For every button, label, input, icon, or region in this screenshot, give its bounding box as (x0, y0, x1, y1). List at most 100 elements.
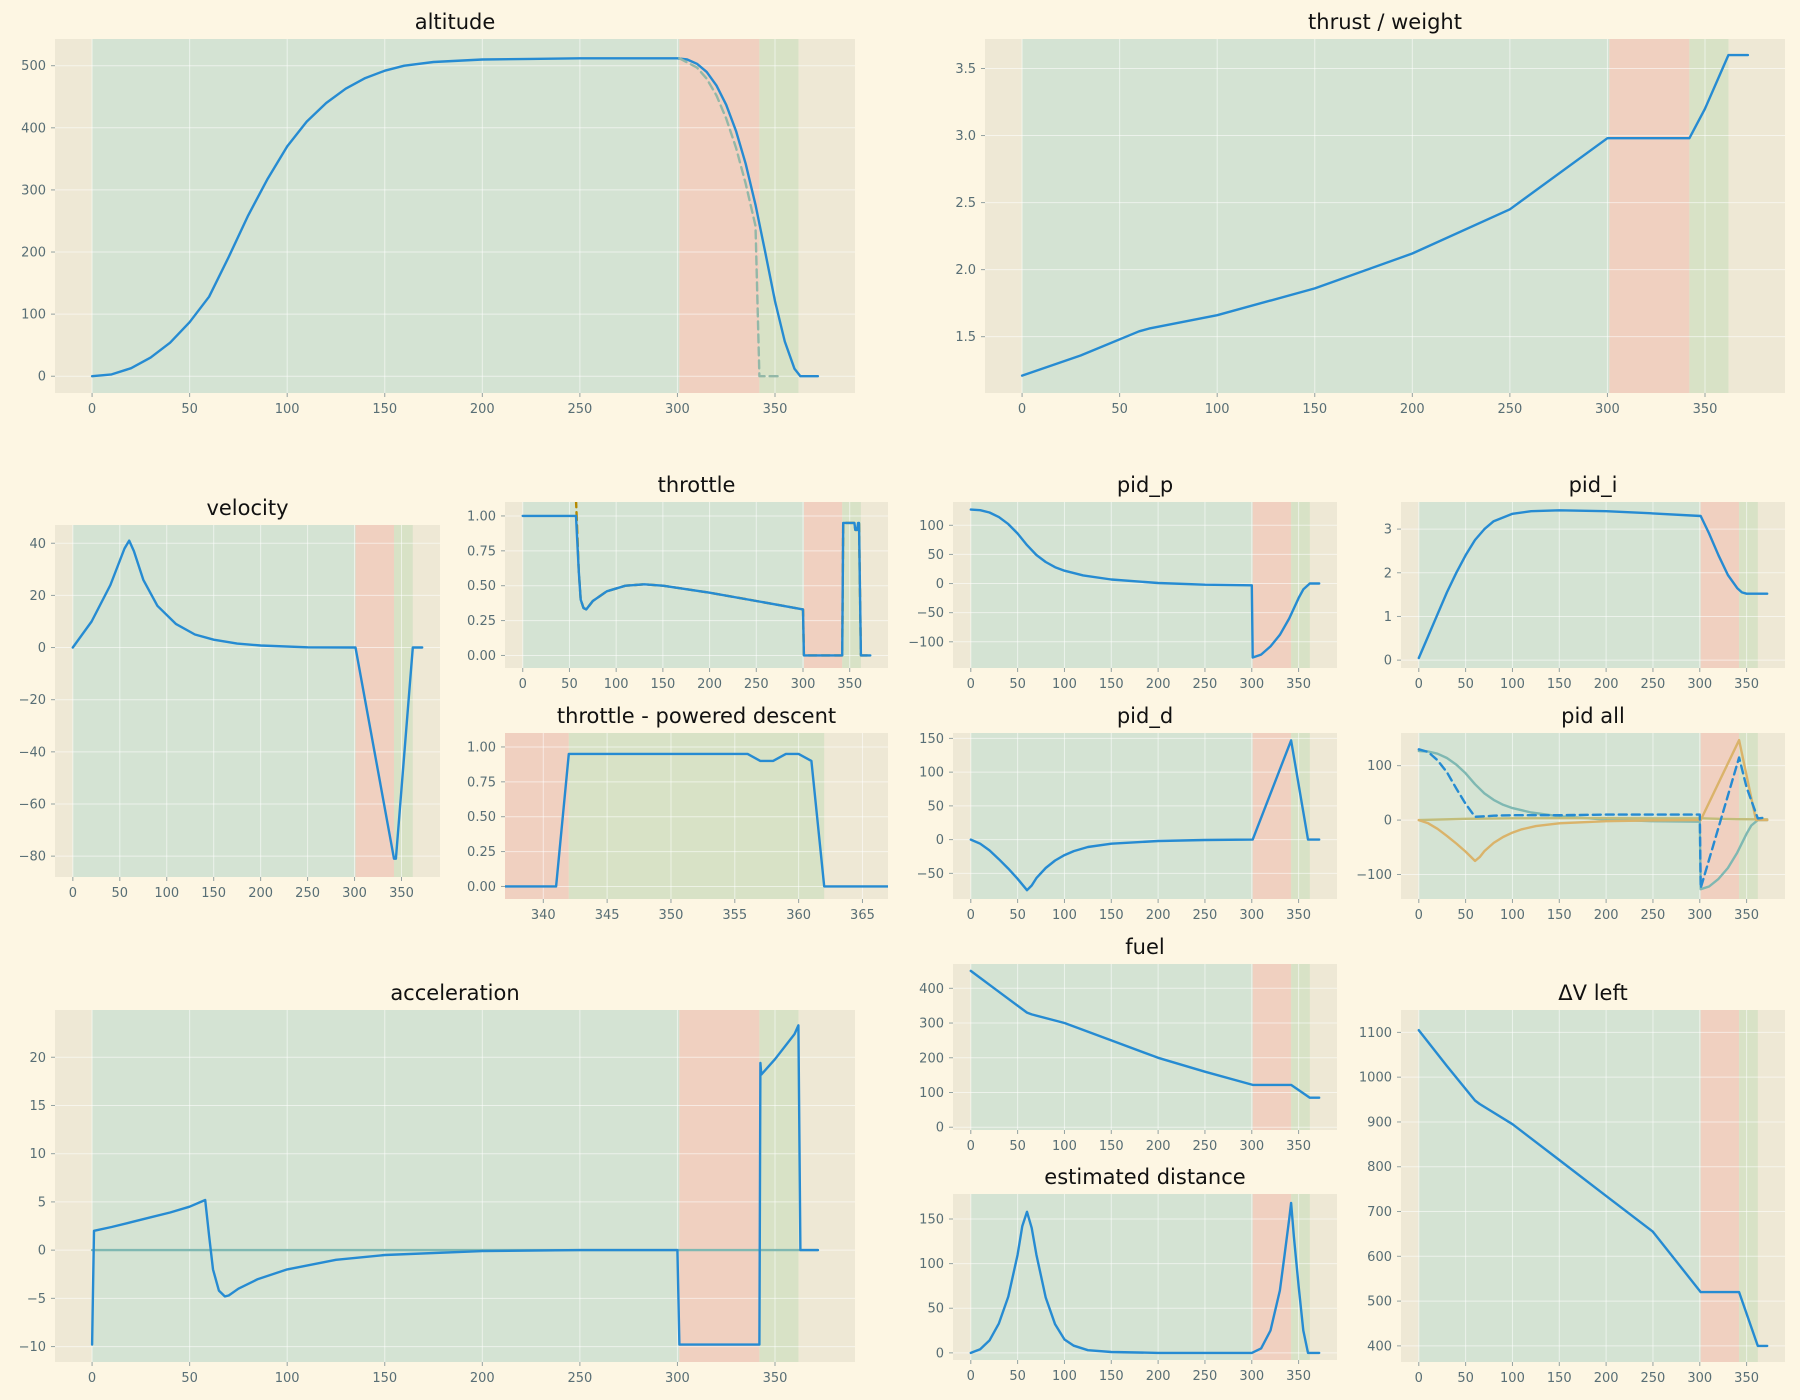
phase-bands (92, 1010, 799, 1362)
phase-band-freefall (803, 502, 843, 668)
phase-band-powered (1739, 1010, 1758, 1362)
chart-title: pid_i (1569, 473, 1618, 498)
y-tick-label: −50 (917, 867, 944, 882)
x-tick-label: 200 (1594, 1371, 1619, 1386)
x-tick-label: 150 (1099, 908, 1124, 923)
x-tick-label: 0 (1415, 1371, 1423, 1386)
x-tick-label: 300 (665, 1371, 690, 1386)
y-tick-label: 0 (1384, 654, 1392, 669)
phase-band-powered (1689, 39, 1729, 393)
x-tick-label: 0 (1415, 677, 1423, 692)
y-tick-label: −20 (19, 693, 46, 708)
x-tick-label: 300 (1687, 1371, 1712, 1386)
phase-bands (970, 502, 1310, 668)
y-tick-label: 2 (1384, 566, 1392, 581)
series-line-1 (90, 57, 820, 378)
series-line-2 (678, 57, 781, 378)
y-tick-label: −80 (19, 850, 46, 865)
x-tick-label: 150 (1547, 677, 1572, 692)
y-tick-label: 50 (927, 548, 944, 563)
y-tick-label: 3 (1384, 523, 1392, 538)
y-tick-label: 1000 (1359, 1071, 1392, 1086)
x-tick-label: 0 (1018, 402, 1026, 417)
chart-acceleration: 0 50 100 150 200 250 300 35020151050−5−10accele… (19, 981, 855, 1386)
y-tick-label: 300 (919, 1017, 944, 1032)
y-tick-label: 900 (1367, 1115, 1392, 1130)
x-tick-label: 0 (519, 677, 527, 692)
phase-band-powered (759, 39, 799, 393)
series-line-1 (969, 969, 1321, 1099)
series-line-1 (1417, 509, 1769, 660)
series-line-1 (969, 1201, 1321, 1355)
y-tick-label: 20 (29, 589, 46, 604)
x-tick-label: 350 (1693, 402, 1718, 417)
x-tick-label: 0 (967, 1369, 975, 1384)
x-tick-label: 360 (786, 908, 811, 923)
series-group (969, 508, 1321, 659)
y-tick-label: 1.5 (955, 330, 976, 345)
series-group (505, 752, 888, 888)
grid (55, 39, 855, 393)
y-tick-label: 1.00 (467, 509, 496, 524)
y-tick-label: 0 (38, 1244, 46, 1259)
chart-title: pid_p (1117, 473, 1173, 498)
series-line-2 (90, 1024, 820, 1346)
chart-title: estimated distance (1044, 1165, 1245, 1189)
series-group (969, 739, 1321, 892)
grid (953, 733, 1337, 899)
y-tick-label: 100 (21, 308, 46, 323)
y-tick-label: 0 (936, 1346, 944, 1361)
x-tick-label: 300 (1687, 908, 1712, 923)
x-tick-label: 350 (1286, 1139, 1311, 1154)
y-tick-label: 400 (919, 982, 944, 997)
grid (55, 525, 440, 877)
series-group (1020, 53, 1750, 377)
x-tick-label: 250 (1497, 402, 1522, 417)
y-tick-label: −50 (917, 606, 944, 621)
grid (505, 733, 888, 899)
x-tick-label: 300 (1687, 677, 1712, 692)
x-tick-label: 50 (181, 402, 198, 417)
x-tick-label: 200 (1146, 1369, 1171, 1384)
x-tick-label: 340 (531, 908, 556, 923)
x-tick-label: 100 (1500, 677, 1525, 692)
x-tick-label: 100 (604, 677, 629, 692)
y-tick-label: 0.50 (467, 810, 496, 825)
series-line-1 (969, 508, 1321, 659)
chart-title: thrust / weight (1308, 10, 1462, 34)
x-tick-label: 0 (88, 402, 96, 417)
x-tick-label: 250 (1193, 677, 1218, 692)
x-tick-label: 50 (1009, 1369, 1026, 1384)
y-tick-label: 40 (29, 537, 46, 552)
y-tick-label: 0 (936, 577, 944, 592)
y-tick-label: 150 (919, 1212, 944, 1227)
x-tick-label: 50 (1457, 908, 1474, 923)
phase-band-powered (1739, 502, 1758, 668)
chart-velocity: 0 50 100 150 200 250 300 35040200−20−40−60−80ve… (19, 496, 440, 901)
chart-thrust_weight: 0 50 100 150 200 250 300 350 1.5 2.0 2.5 3.0 3.5 thru… (955, 10, 1785, 417)
phase-band-freefall (679, 1010, 760, 1362)
phase-bands (970, 733, 1310, 899)
series-line-2 (1417, 817, 1769, 822)
chart-title: acceleration (390, 981, 519, 1005)
x-tick-label: 250 (567, 402, 592, 417)
phase-band-powered (568, 733, 825, 899)
x-tick-label: 150 (650, 677, 675, 692)
y-tick-label: −10 (19, 1340, 46, 1355)
phase-band-freefall (1700, 1010, 1740, 1362)
x-tick-label: 150 (1099, 1139, 1124, 1154)
phase-band-powered (759, 1010, 799, 1362)
y-tick-label: 500 (1367, 1295, 1392, 1310)
x-tick-label: 50 (561, 677, 578, 692)
x-tick-label: 50 (181, 1371, 198, 1386)
phase-bands (92, 39, 799, 393)
x-tick-label: 300 (1239, 677, 1264, 692)
x-tick-label: 100 (1205, 402, 1230, 417)
series-line-2 (521, 514, 872, 657)
chart-delta_v_left: 0 50 100 150 200 250 300 350 1100 1000 900 800 700 60… (1359, 981, 1785, 1386)
x-tick-label: 50 (1457, 1371, 1474, 1386)
y-tick-label: 2.5 (955, 196, 976, 211)
x-tick-label: 350 (1286, 1369, 1311, 1384)
phase-band-powered (393, 525, 413, 877)
x-tick-label: 200 (1146, 677, 1171, 692)
